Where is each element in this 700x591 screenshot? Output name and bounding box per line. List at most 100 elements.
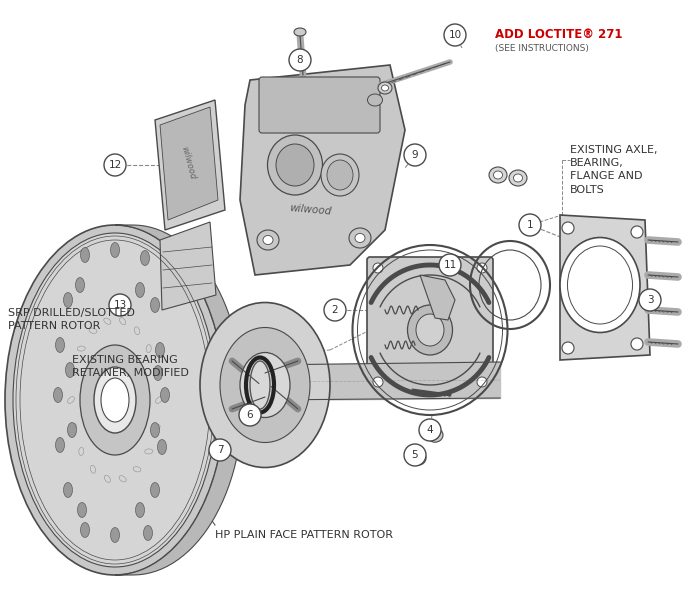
- Ellipse shape: [410, 451, 426, 465]
- Circle shape: [373, 263, 383, 273]
- Circle shape: [439, 254, 461, 276]
- Polygon shape: [420, 275, 455, 320]
- Ellipse shape: [427, 428, 443, 442]
- Ellipse shape: [111, 528, 120, 543]
- Text: 9: 9: [412, 150, 419, 160]
- Ellipse shape: [257, 230, 279, 250]
- Text: SRP DRILLED/SLOTTED
PATTERN ROTOR: SRP DRILLED/SLOTTED PATTERN ROTOR: [8, 308, 135, 331]
- Ellipse shape: [355, 233, 365, 242]
- Ellipse shape: [153, 365, 162, 381]
- Ellipse shape: [267, 135, 323, 195]
- Ellipse shape: [80, 522, 90, 537]
- Polygon shape: [560, 215, 650, 360]
- Text: 12: 12: [108, 160, 122, 170]
- FancyBboxPatch shape: [367, 257, 493, 393]
- Text: wilwood: wilwood: [288, 203, 331, 217]
- Ellipse shape: [53, 388, 62, 402]
- Circle shape: [631, 338, 643, 350]
- Text: EXISTING AXLE,
BEARING,
FLANGE AND
BOLTS: EXISTING AXLE, BEARING, FLANGE AND BOLTS: [570, 145, 657, 194]
- Text: 1: 1: [526, 220, 533, 230]
- Polygon shape: [240, 65, 405, 275]
- Circle shape: [289, 49, 311, 71]
- Ellipse shape: [489, 167, 507, 183]
- Ellipse shape: [494, 171, 503, 179]
- Text: (SEE INSTRUCTIONS): (SEE INSTRUCTIONS): [495, 44, 589, 53]
- Text: HP PLAIN FACE PATTERN ROTOR: HP PLAIN FACE PATTERN ROTOR: [215, 530, 393, 540]
- FancyBboxPatch shape: [259, 77, 380, 133]
- Ellipse shape: [5, 225, 225, 575]
- Text: 10: 10: [449, 30, 461, 40]
- Text: 13: 13: [113, 300, 127, 310]
- Circle shape: [631, 226, 643, 238]
- Ellipse shape: [560, 238, 640, 333]
- Circle shape: [477, 263, 487, 273]
- Polygon shape: [160, 222, 216, 310]
- Ellipse shape: [80, 248, 90, 262]
- Ellipse shape: [67, 423, 76, 437]
- Ellipse shape: [155, 343, 164, 358]
- Ellipse shape: [64, 293, 73, 307]
- Circle shape: [562, 222, 574, 234]
- Ellipse shape: [80, 345, 150, 455]
- Text: 11: 11: [443, 260, 456, 270]
- Text: ADD LOCTITE® 271: ADD LOCTITE® 271: [495, 28, 622, 41]
- Ellipse shape: [368, 94, 382, 106]
- Text: 8: 8: [297, 55, 303, 65]
- Text: 4: 4: [427, 425, 433, 435]
- Text: wilwood: wilwood: [179, 145, 197, 181]
- Ellipse shape: [150, 423, 160, 437]
- Circle shape: [419, 419, 441, 441]
- Circle shape: [209, 439, 231, 461]
- Ellipse shape: [150, 482, 160, 498]
- Circle shape: [639, 289, 661, 311]
- Ellipse shape: [160, 388, 169, 402]
- Polygon shape: [115, 225, 243, 575]
- Circle shape: [104, 154, 126, 176]
- Ellipse shape: [94, 367, 136, 433]
- Ellipse shape: [144, 525, 153, 541]
- Text: 6: 6: [246, 410, 253, 420]
- Circle shape: [373, 377, 383, 387]
- Circle shape: [404, 144, 426, 166]
- Ellipse shape: [378, 82, 392, 94]
- Circle shape: [444, 24, 466, 46]
- Circle shape: [239, 404, 261, 426]
- Ellipse shape: [78, 502, 87, 518]
- Text: 5: 5: [412, 450, 419, 460]
- Ellipse shape: [111, 242, 120, 258]
- Ellipse shape: [66, 362, 74, 378]
- Polygon shape: [133, 355, 170, 445]
- Ellipse shape: [509, 170, 527, 186]
- Ellipse shape: [220, 327, 310, 443]
- Text: 3: 3: [647, 295, 653, 305]
- Circle shape: [404, 444, 426, 466]
- Ellipse shape: [55, 337, 64, 352]
- Ellipse shape: [294, 28, 306, 36]
- Ellipse shape: [382, 85, 388, 91]
- Ellipse shape: [321, 154, 359, 196]
- Ellipse shape: [136, 282, 144, 297]
- Ellipse shape: [76, 278, 85, 293]
- Ellipse shape: [327, 160, 353, 190]
- Text: 7: 7: [217, 445, 223, 455]
- Ellipse shape: [414, 454, 422, 462]
- Ellipse shape: [276, 144, 314, 186]
- Ellipse shape: [431, 431, 439, 439]
- Ellipse shape: [141, 251, 150, 265]
- Ellipse shape: [407, 305, 452, 355]
- Ellipse shape: [416, 314, 444, 346]
- Circle shape: [562, 342, 574, 354]
- Ellipse shape: [240, 352, 290, 417]
- Ellipse shape: [101, 378, 129, 422]
- Ellipse shape: [64, 482, 73, 498]
- Ellipse shape: [349, 228, 371, 248]
- Ellipse shape: [55, 437, 64, 453]
- Circle shape: [109, 294, 131, 316]
- Text: EXISTING BEARING
RETAINER, MODIFIED: EXISTING BEARING RETAINER, MODIFIED: [72, 355, 189, 378]
- Ellipse shape: [263, 235, 273, 245]
- Polygon shape: [160, 107, 218, 220]
- Ellipse shape: [158, 440, 167, 454]
- Ellipse shape: [136, 502, 144, 518]
- Circle shape: [519, 214, 541, 236]
- Ellipse shape: [150, 297, 160, 313]
